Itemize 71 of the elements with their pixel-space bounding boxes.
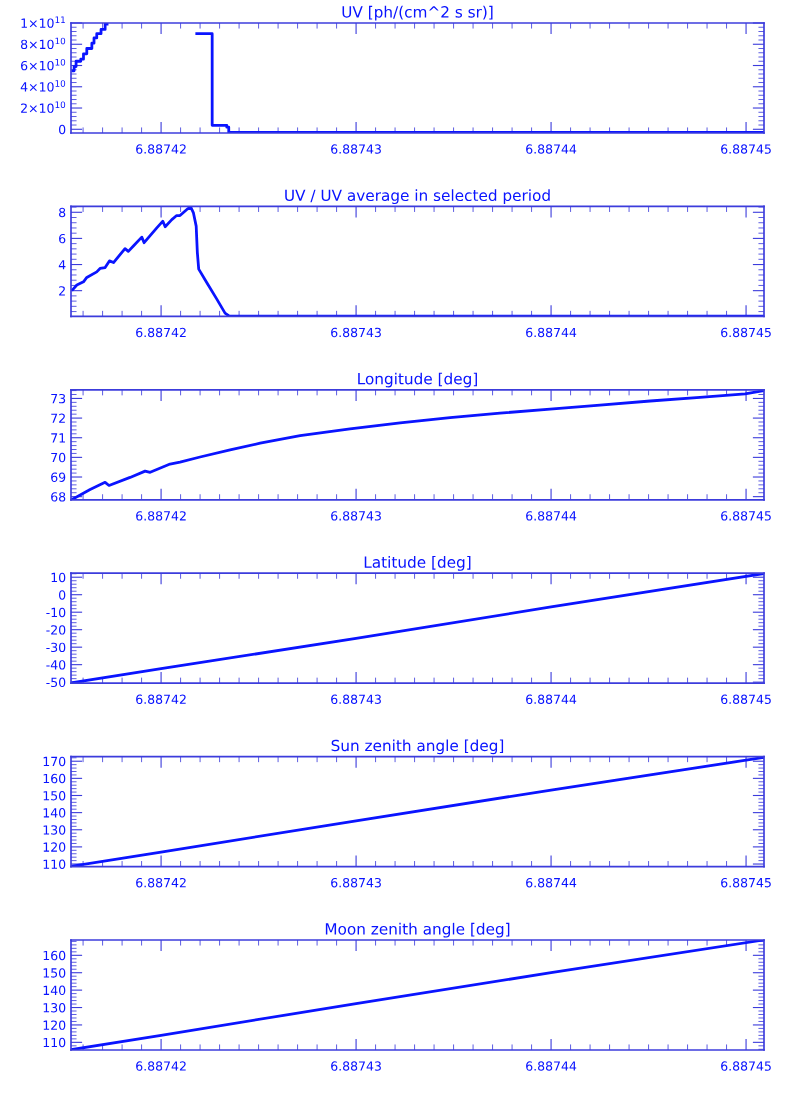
line-series xyxy=(71,573,764,684)
y-tick-label: 73 xyxy=(51,393,66,404)
y-tick-label: 8 xyxy=(59,207,66,218)
x-tick-label: 6.88745 xyxy=(721,694,771,704)
y-tick-label: 4 xyxy=(58,260,66,270)
line-series xyxy=(71,389,764,500)
line-series xyxy=(71,206,764,317)
y-tick-label: 10 xyxy=(51,572,66,583)
y-tick-label: 140 xyxy=(43,985,66,996)
chart-title: Moon zenith angle [deg] xyxy=(325,922,510,938)
y-tick-label: -30 xyxy=(46,642,66,653)
y-tick-label: 2×10$^{10}$ xyxy=(21,101,66,113)
y-tick-label: 4×10$^{10}$ xyxy=(20,80,66,92)
x-tick-label: 6.88742 xyxy=(136,144,186,154)
x-tick-label: 6.88742 xyxy=(136,877,186,888)
chart-title: Sun zenith angle [deg] xyxy=(331,739,504,755)
y-tick-label: 170 xyxy=(43,756,66,767)
y-tick-label: 71 xyxy=(51,433,65,443)
y-tick-label: -40 xyxy=(46,660,66,670)
x-tick-label: 6.88744 xyxy=(526,327,577,338)
y-tick-label: -50 xyxy=(46,677,66,688)
chart-title: Latitude [deg] xyxy=(364,556,471,571)
y-tick-label: 0 xyxy=(59,590,66,600)
y-tick-label: -10 xyxy=(46,607,66,618)
y-tick-label: 6×10$^{10}$ xyxy=(21,58,66,71)
y-tick-label: 0 xyxy=(59,124,66,135)
line-series xyxy=(71,940,764,1050)
x-tick-label: 6.88743 xyxy=(331,877,381,888)
y-tick-label: 110 xyxy=(43,1037,66,1048)
x-tick-label: 6.88742 xyxy=(136,511,186,521)
y-tick-label: 120 xyxy=(43,1020,66,1030)
line-series xyxy=(71,756,764,867)
y-tick-label: 68 xyxy=(51,492,66,502)
y-tick-label: 6 xyxy=(59,233,66,244)
x-tick-label: 6.88745 xyxy=(721,877,771,888)
x-tick-label: 6.88743 xyxy=(331,511,381,521)
x-tick-label: 6.88743 xyxy=(331,327,381,338)
x-tick-label: 6.88745 xyxy=(721,327,771,338)
x-tick-label: 6.88742 xyxy=(136,1061,186,1071)
x-tick-label: 6.88742 xyxy=(136,694,186,704)
y-tick-label: 150 xyxy=(43,968,66,978)
y-tick-label: -20 xyxy=(46,625,66,635)
y-tick-label: 160 xyxy=(43,950,66,961)
x-tick-label: 6.88744 xyxy=(526,511,577,521)
x-tick-label: 6.88743 xyxy=(331,1061,381,1071)
x-tick-label: 6.88745 xyxy=(721,144,771,154)
x-tick-label: 6.88743 xyxy=(331,144,381,154)
x-tick-label: 6.88744 xyxy=(526,877,577,888)
x-tick-label: 6.88744 xyxy=(526,144,577,154)
y-tick-label: 69 xyxy=(51,472,66,482)
y-tick-label: 130 xyxy=(43,825,66,835)
chart-title: Longitude [deg] xyxy=(358,372,477,388)
y-tick-label: 140 xyxy=(43,808,66,818)
y-tick-label: 8×10$^{10}$ xyxy=(20,37,66,50)
x-tick-label: 6.88745 xyxy=(721,511,771,521)
y-tick-label: 1×10$^{11}$ xyxy=(21,16,65,28)
y-tick-label: 110 xyxy=(43,859,66,869)
x-tick-label: 6.88744 xyxy=(526,694,577,704)
y-tick-label: 72 xyxy=(51,413,65,423)
y-tick-label: 130 xyxy=(43,1003,66,1013)
x-tick-label: 6.88744 xyxy=(526,1061,577,1071)
y-tick-label: 160 xyxy=(43,773,66,784)
y-tick-label: 150 xyxy=(43,790,66,801)
y-tick-label: 120 xyxy=(43,842,66,852)
x-tick-label: 6.88745 xyxy=(721,1061,771,1071)
chart-title: UV [ph/(cm^2 s sr)] xyxy=(342,5,493,21)
x-tick-label: 6.88743 xyxy=(331,694,381,704)
chart-title: UV / UV average in selected period xyxy=(285,189,550,205)
y-tick-label: 70 xyxy=(51,452,66,463)
x-tick-label: 6.88742 xyxy=(136,327,186,338)
y-tick-label: 2 xyxy=(59,286,65,296)
